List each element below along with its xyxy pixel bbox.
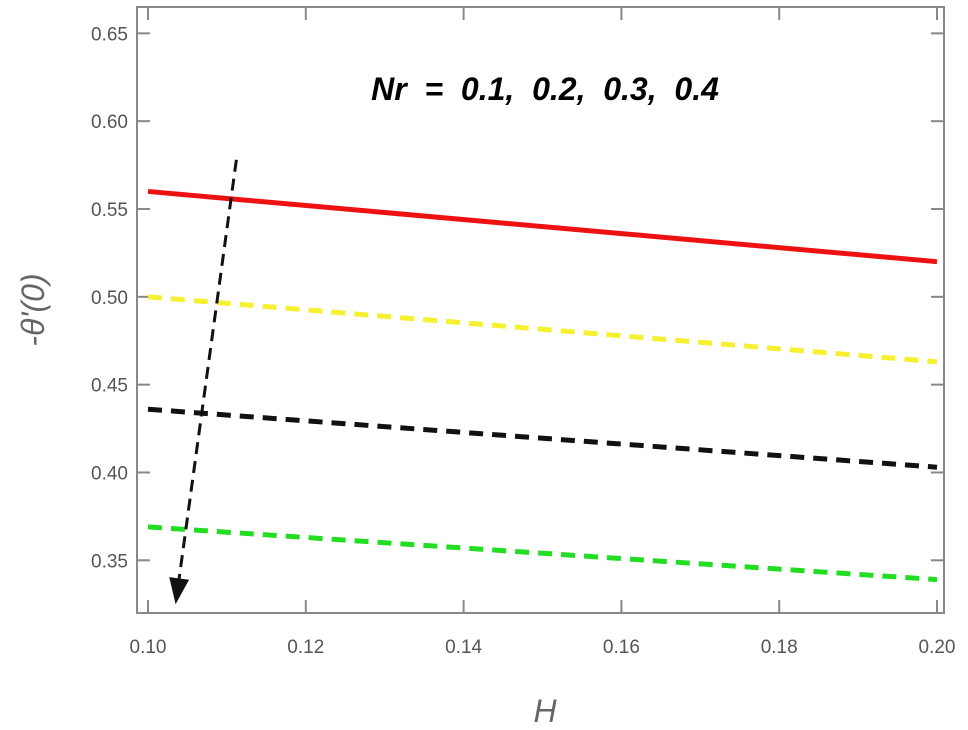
series-line-2 — [147, 294, 938, 365]
plot-frame — [136, 6, 945, 614]
x-tick-label: 0.20 — [919, 637, 956, 658]
y-axis-label: -θ'(0) — [15, 273, 51, 346]
series-line-4 — [147, 524, 938, 583]
x-tick-label: 0.10 — [130, 637, 167, 658]
x-axis-label: H — [533, 693, 557, 729]
series-line-3 — [147, 406, 938, 470]
y-tick-label: 0.45 — [91, 376, 128, 397]
x-tick-label: 0.16 — [603, 637, 640, 658]
y-tick-label: 0.55 — [91, 200, 128, 221]
x-tick-label: 0.12 — [287, 637, 324, 658]
x-tick-label: 0.18 — [761, 637, 798, 658]
series-layer — [147, 188, 938, 583]
trend-arrow-shaft — [177, 159, 238, 579]
y-tick-label: 0.65 — [91, 24, 128, 45]
arrow-layer — [169, 159, 238, 605]
y-tick-label: 0.35 — [91, 551, 128, 572]
y-tick-label: 0.60 — [91, 112, 128, 133]
y-tick-label: 0.40 — [91, 463, 128, 484]
series-line-1 — [147, 188, 938, 265]
y-tick-label: 0.50 — [91, 288, 128, 309]
y-axis-ticks: 0.35 0.40 0.45 0.50 0.55 0.60 0.65 — [91, 24, 944, 572]
trend-arrow-head — [169, 577, 190, 605]
annotation-label: Nr = 0.1, 0.2, 0.3, 0.4 — [371, 71, 719, 107]
x-axis-ticks: 0.10 0.12 0.14 0.16 0.18 0.20 — [130, 7, 956, 658]
x-tick-label: 0.14 — [445, 637, 482, 658]
